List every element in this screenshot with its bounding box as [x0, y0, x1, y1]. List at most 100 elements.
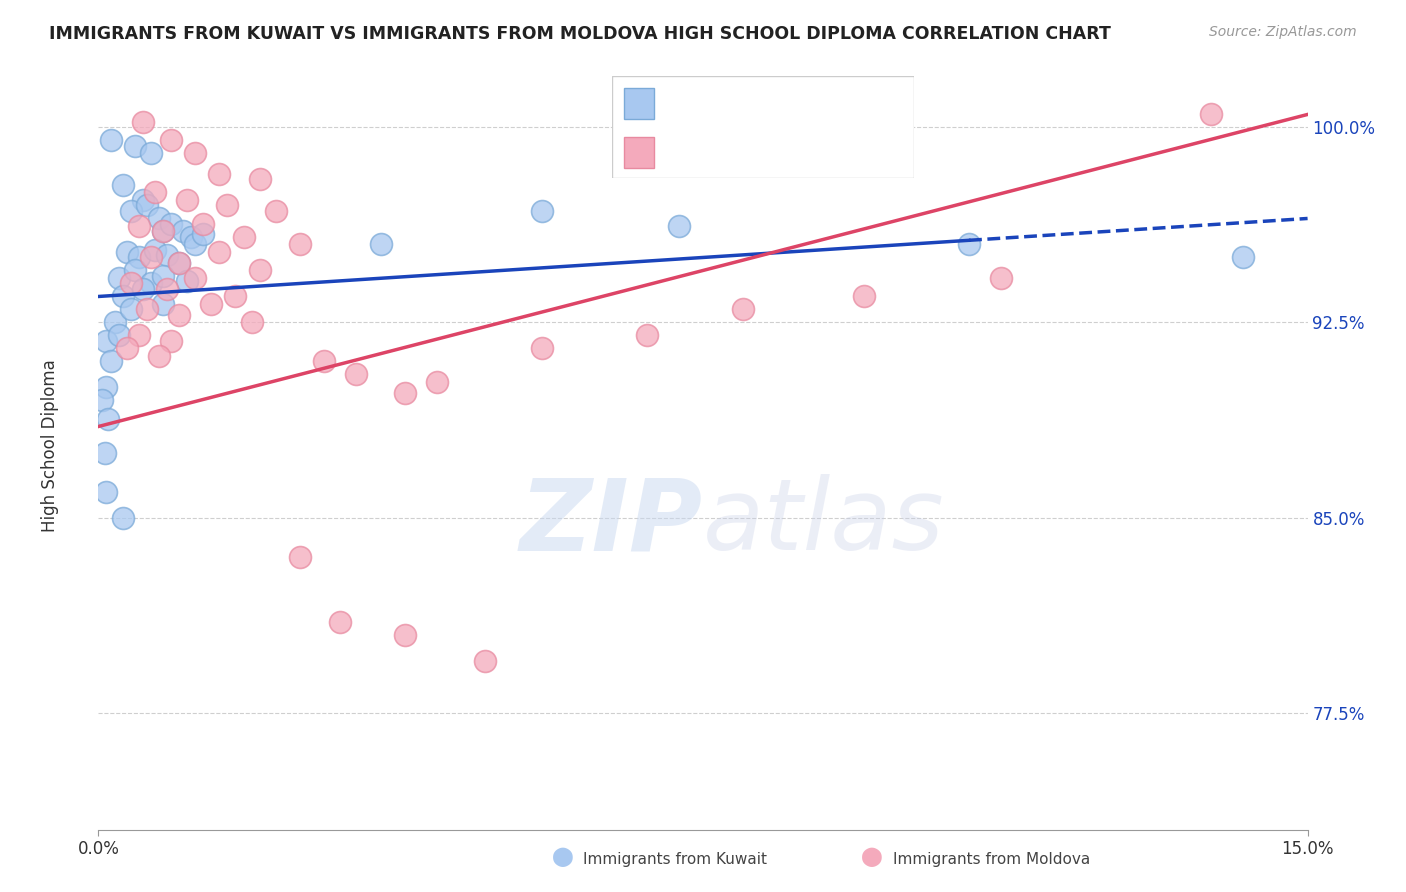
Point [152, 297, 174, 311]
Point [97, 411, 120, 425]
Point [668, 219, 690, 234]
Point [167, 308, 190, 322]
Point [208, 167, 231, 181]
Point [128, 328, 150, 343]
Text: ZIP: ZIP [520, 475, 703, 571]
Point [128, 219, 150, 234]
Point [139, 251, 162, 265]
Point [990, 271, 1012, 285]
Point [160, 217, 183, 231]
Point [128, 251, 150, 265]
Point [139, 277, 162, 291]
Point [1199, 107, 1222, 121]
Point [474, 654, 496, 668]
Point [636, 328, 658, 343]
Point [156, 282, 179, 296]
Point [111, 178, 134, 192]
Point [132, 115, 155, 129]
Text: Immigrants from Kuwait: Immigrants from Kuwait [583, 852, 768, 867]
Point [344, 368, 367, 382]
Point [132, 282, 155, 296]
Point [184, 237, 207, 252]
Point [111, 289, 134, 303]
Point [148, 211, 170, 226]
Point [115, 245, 138, 260]
Point [148, 349, 170, 363]
Text: R = 0.311   N = 44: R = 0.311 N = 44 [666, 144, 851, 161]
FancyBboxPatch shape [624, 88, 654, 119]
Point [172, 224, 194, 238]
Point [530, 342, 553, 356]
Text: ⬤: ⬤ [860, 847, 883, 867]
Point [135, 198, 157, 212]
Point [111, 510, 134, 524]
Point [1232, 251, 1254, 265]
Point [96, 334, 118, 348]
Text: Immigrants from Moldova: Immigrants from Moldova [893, 852, 1090, 867]
Point [143, 243, 166, 257]
Point [249, 263, 271, 277]
Point [329, 615, 352, 629]
Text: R = 0.166   N = 43: R = 0.166 N = 43 [666, 95, 851, 112]
Point [530, 203, 553, 218]
Point [193, 217, 215, 231]
Point [103, 316, 125, 330]
Point [115, 342, 138, 356]
Point [120, 277, 142, 291]
Point [853, 289, 876, 303]
Point [96, 484, 118, 499]
Point [100, 354, 122, 368]
Point [232, 229, 254, 244]
Point [152, 268, 174, 283]
Point [200, 297, 222, 311]
Point [217, 198, 239, 212]
Point [957, 237, 980, 252]
Point [426, 376, 449, 390]
Point [208, 245, 231, 260]
Point [733, 302, 755, 317]
Point [394, 385, 416, 400]
Point [224, 289, 246, 303]
Point [160, 334, 183, 348]
Point [249, 172, 271, 186]
FancyBboxPatch shape [624, 137, 654, 168]
Text: Source: ZipAtlas.com: Source: ZipAtlas.com [1209, 25, 1357, 39]
Point [94, 445, 117, 459]
Point [120, 302, 142, 317]
Point [135, 302, 157, 317]
Point [152, 224, 174, 238]
Point [107, 271, 129, 285]
Point [184, 271, 207, 285]
Point [152, 224, 174, 238]
Text: IMMIGRANTS FROM KUWAIT VS IMMIGRANTS FROM MOLDOVA HIGH SCHOOL DIPLOMA CORRELATIO: IMMIGRANTS FROM KUWAIT VS IMMIGRANTS FRO… [49, 25, 1111, 43]
Point [96, 380, 118, 394]
Text: ⬤: ⬤ [551, 847, 574, 867]
Point [176, 194, 198, 208]
Text: atlas: atlas [703, 475, 945, 571]
Point [143, 186, 166, 200]
Point [167, 255, 190, 269]
Point [314, 354, 336, 368]
Point [124, 138, 146, 153]
Point [288, 549, 311, 564]
Point [139, 146, 162, 161]
Point [394, 627, 416, 641]
Y-axis label: High School Diploma: High School Diploma [41, 359, 59, 533]
Point [156, 248, 179, 262]
Point [160, 133, 183, 147]
Point [132, 194, 155, 208]
Point [120, 203, 142, 218]
Point [264, 203, 287, 218]
Point [288, 237, 311, 252]
Point [124, 263, 146, 277]
Point [167, 255, 190, 269]
Point [107, 328, 129, 343]
Point [193, 227, 215, 241]
Point [176, 274, 198, 288]
Point [100, 133, 122, 147]
Point [184, 146, 207, 161]
Point [240, 316, 263, 330]
Point [91, 393, 114, 408]
Point [370, 237, 392, 252]
Point [180, 229, 202, 244]
